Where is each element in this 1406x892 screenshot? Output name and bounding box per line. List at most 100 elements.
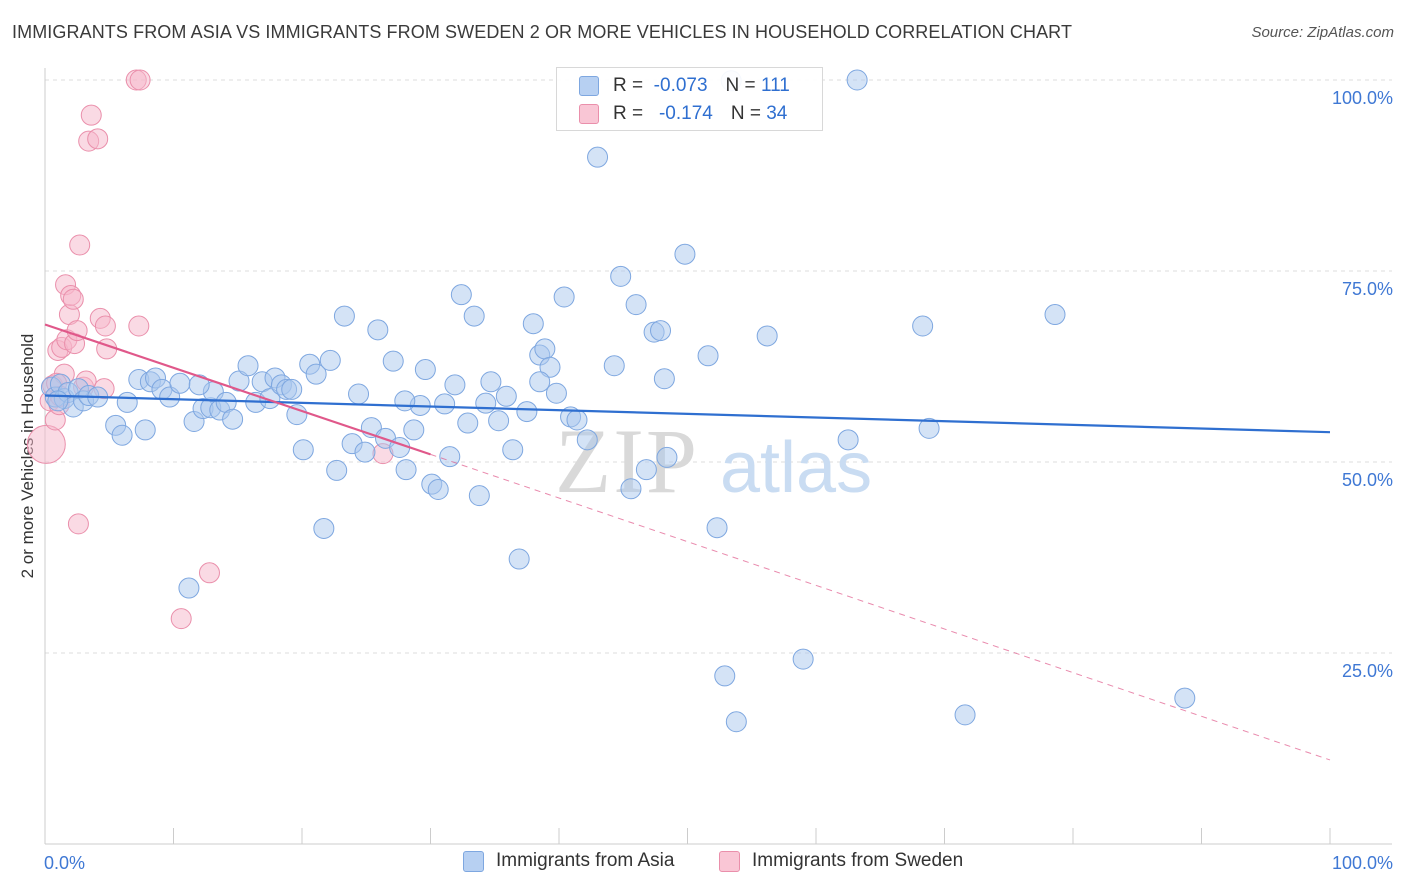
asia-point-91 — [653, 368, 675, 390]
asia-point-42 — [319, 349, 341, 371]
sweden-points — [26, 69, 394, 630]
asia-point-87 — [635, 459, 657, 481]
asia-point-12 — [116, 391, 138, 413]
sweden-trend-extension — [430, 453, 1331, 761]
asia-point-84 — [610, 265, 632, 287]
legend-row-sweden: R = -0.174 N = 34 — [579, 101, 787, 127]
asia-point-64 — [463, 305, 485, 327]
bottom-legend-sweden: Immigrants from Sweden — [719, 850, 963, 872]
asia-point-66 — [475, 392, 497, 414]
asia-point-99 — [792, 648, 814, 670]
legend-r-value-asia: -0.073 — [653, 75, 708, 96]
asia-point-78 — [553, 286, 575, 308]
asia-point-104 — [954, 704, 976, 726]
asia-point-65 — [468, 485, 490, 507]
sweden-point-27 — [128, 315, 150, 337]
bottom-legend-label-sweden: Immigrants from Sweden — [752, 850, 964, 871]
asia-point-93 — [697, 345, 719, 367]
asia-point-108 — [188, 374, 210, 396]
asia-point-83 — [603, 355, 625, 377]
asia-point-60 — [439, 446, 461, 468]
source-label: Source: ZipAtlas.com — [1251, 24, 1394, 41]
asia-point-51 — [382, 350, 404, 372]
trend-lines — [44, 323, 1331, 761]
x-tick-label-max: 100.0% — [1332, 853, 1393, 873]
sweden-point-19 — [80, 104, 102, 126]
legend-swatch-sweden — [579, 104, 599, 124]
asia-point-107 — [47, 390, 69, 412]
asia-point-70 — [502, 439, 524, 461]
asia-point-40 — [305, 363, 327, 385]
tick-labels: 25.0% 50.0% 75.0% 100.0% 0.0% 100.0% — [44, 88, 1393, 873]
asia-point-53 — [395, 459, 417, 481]
y-tick-label-50: 50.0% — [1342, 470, 1393, 490]
asia-point-90 — [656, 446, 678, 468]
asia-point-95 — [714, 665, 736, 687]
asia-point-41 — [313, 517, 335, 539]
asia-point-14 — [134, 419, 156, 441]
legend-r-value-sweden: -0.174 — [658, 103, 713, 124]
asia-point-85 — [620, 478, 642, 500]
asia-point-47 — [354, 441, 376, 463]
asia-point-36 — [281, 378, 303, 400]
bottom-legend-swatch-asia — [463, 850, 484, 872]
asia-point-20 — [178, 577, 200, 599]
asia-point-94 — [706, 517, 728, 539]
legend-n-value-asia: 111 — [760, 75, 790, 96]
bottom-legend-swatch-sweden — [719, 850, 740, 872]
legend-r-label-asia: R = — [613, 75, 644, 96]
asia-point-82 — [587, 146, 609, 168]
asia-point-56 — [414, 359, 436, 381]
asia-trend-line — [44, 394, 1331, 434]
asia-point-19 — [169, 372, 191, 394]
asia-point-69 — [495, 385, 517, 407]
sweden-point-23 — [94, 315, 116, 337]
asia-point-32 — [259, 388, 281, 410]
asia-point-76 — [539, 356, 561, 378]
axes — [44, 68, 1392, 845]
asia-point-103 — [918, 417, 940, 439]
asia-point-71 — [508, 548, 530, 570]
asia-point-72 — [516, 401, 538, 423]
sweden-point-0 — [26, 424, 66, 464]
x-tick-label-min: 0.0% — [44, 853, 85, 873]
asia-point-81 — [576, 429, 598, 451]
asia-point-110 — [394, 390, 416, 412]
asia-point-46 — [348, 383, 370, 405]
asia-point-89 — [650, 320, 672, 342]
asia-point-67 — [480, 371, 502, 393]
asia-point-86 — [625, 294, 647, 316]
asia-point-29 — [237, 355, 259, 377]
asia-point-62 — [450, 284, 472, 306]
asia-point-105 — [1044, 304, 1066, 326]
sweden-point-13 — [66, 320, 88, 342]
asia-point-98 — [756, 325, 778, 347]
asia-point-61 — [444, 374, 466, 396]
legend-n-label-asia: N = — [725, 75, 756, 96]
asia-point-100 — [837, 429, 859, 451]
asia-point-11 — [111, 424, 133, 446]
asia-point-37 — [286, 404, 308, 426]
correlation-legend: R = -0.073 N = 111 R = -0.174 N = 34 — [556, 67, 823, 131]
asia-point-97 — [725, 711, 747, 733]
legend-n-label-sweden: N = — [730, 103, 761, 124]
sweden-point-20 — [87, 128, 109, 150]
asia-point-49 — [367, 319, 389, 341]
asia-point-27 — [222, 408, 244, 430]
bottom-legend-label-asia: Immigrants from Asia — [496, 850, 675, 871]
bottom-legend-asia: Immigrants from Asia — [463, 850, 674, 872]
sweden-point-11 — [62, 288, 84, 310]
asia-point-106 — [1174, 687, 1196, 709]
asia-point-73 — [522, 313, 544, 335]
asia-point-92 — [674, 243, 696, 265]
asia-point-77 — [545, 382, 567, 404]
sweden-point-29 — [198, 562, 220, 584]
asia-point-38 — [292, 439, 314, 461]
sweden-point-15 — [67, 513, 89, 535]
asia-point-43 — [326, 459, 348, 481]
sweden-point-14 — [69, 234, 91, 256]
asia-point-102 — [912, 315, 934, 337]
asia-point-59 — [434, 393, 456, 415]
asia-point-63 — [457, 412, 479, 434]
